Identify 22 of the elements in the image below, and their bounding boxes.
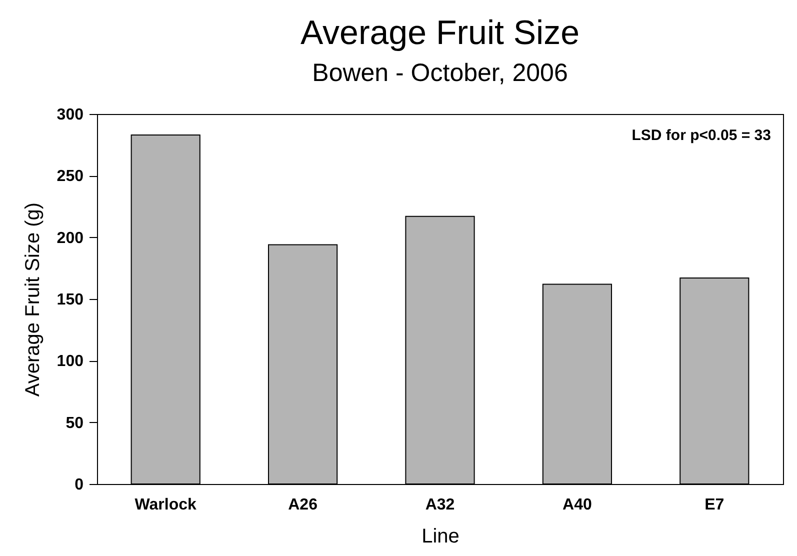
bar [542,284,612,484]
x-tick-label: A32 [425,496,455,514]
annotation: LSD for p<0.05 = 33 [632,127,771,144]
y-tick-label: 150 [56,292,84,308]
x-tick-label: E7 [704,496,724,514]
bar [680,278,750,484]
chart-title: Average Fruit Size [300,14,580,52]
x-tick-label: Warlock [134,496,197,514]
y-tick-label: 200 [56,230,84,247]
y-tick-label: 250 [56,168,84,186]
bar [405,216,475,484]
y-tick-label: 100 [56,353,84,370]
y-tick-label: 0 [74,476,84,494]
y-tick-label: 300 [56,106,84,124]
bar [268,244,338,484]
chart-subtitle: Bowen - October, 2006 [312,59,568,87]
y-tick-label: 50 [66,414,84,432]
x-axis-title: Line [422,526,460,548]
x-tick-label: A40 [562,496,592,514]
y-axis-title: Average Fruit Size (g) [22,202,44,397]
bar [130,134,200,484]
x-tick-label: A26 [288,496,318,514]
